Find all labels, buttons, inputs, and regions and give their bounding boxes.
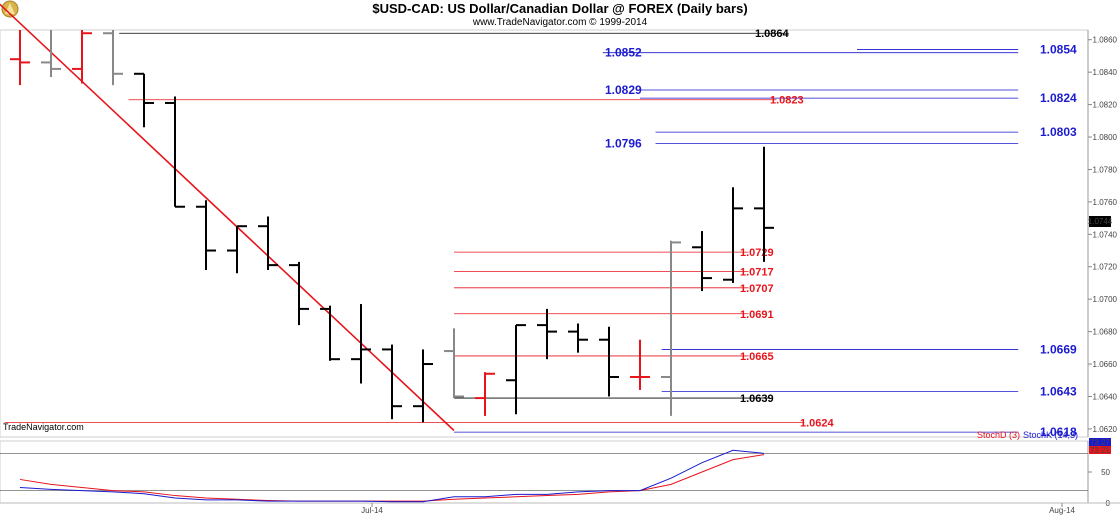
ohlc-bar bbox=[103, 30, 123, 86]
stochastic-layer: 500 bbox=[0, 449, 1111, 508]
ohlc-bar bbox=[258, 216, 278, 270]
stoch-k-line bbox=[19, 449, 765, 503]
ohlc-bar bbox=[413, 349, 433, 423]
level-label: 1.0624 bbox=[800, 417, 835, 429]
ohlc-bar bbox=[444, 328, 464, 399]
levels-layer: 1.0864 1.0854 1.0852 1.0829 1.0824 1.0823 1.08… bbox=[4, 28, 1077, 439]
ohlc-bar bbox=[630, 339, 650, 390]
ohlc-bar bbox=[72, 30, 92, 84]
price-tick-label: 1.0700 bbox=[1093, 295, 1118, 304]
ohlc-bar bbox=[320, 305, 340, 361]
trendline bbox=[0, 3, 455, 432]
price-tick-label: 1.0680 bbox=[1093, 328, 1118, 337]
last-price-label: 1.0744 bbox=[1088, 217, 1113, 226]
level-label: 1.0707 bbox=[740, 283, 774, 295]
time-tick-label: Jul-14 bbox=[361, 506, 383, 515]
ohlc-bar bbox=[134, 72, 154, 128]
stoch-d-label: StochD (3) bbox=[977, 430, 1020, 440]
stoch-k-value-badge bbox=[1089, 438, 1111, 446]
level-label: 1.0864 bbox=[755, 28, 790, 40]
level-label: 1.0669 bbox=[1040, 342, 1077, 356]
level-label: 1.0852 bbox=[605, 46, 642, 60]
level-label: 1.0729 bbox=[740, 247, 774, 259]
price-tick-label: 1.0640 bbox=[1093, 392, 1118, 401]
level-label: 1.0691 bbox=[740, 309, 774, 321]
ohlc-bar bbox=[227, 225, 247, 274]
level-label: 1.0796 bbox=[605, 137, 642, 151]
ohlc-bar bbox=[661, 240, 681, 416]
level-label: 1.0643 bbox=[1040, 385, 1077, 399]
ohlc-bar bbox=[165, 96, 185, 208]
level-label: 1.0717 bbox=[740, 267, 774, 279]
price-tick-label: 1.0720 bbox=[1093, 263, 1118, 272]
price-tick-label: 1.0660 bbox=[1093, 360, 1118, 369]
ohlc-bar bbox=[692, 231, 712, 292]
ohlc-bar bbox=[506, 324, 526, 415]
level-label: 1.0854 bbox=[1040, 42, 1077, 56]
price-tick-label: 1.0840 bbox=[1093, 68, 1118, 77]
trend-layer bbox=[0, 3, 455, 432]
stoch-d-value: 73.21 bbox=[1090, 446, 1111, 455]
ohlc-bar bbox=[475, 372, 495, 416]
stoch-k-value: 73.27 bbox=[1090, 438, 1111, 447]
level-label: 1.0829 bbox=[605, 83, 642, 97]
price-tick-label: 1.0620 bbox=[1093, 425, 1118, 434]
ohlc-bar bbox=[537, 308, 557, 360]
level-label: 1.0823 bbox=[770, 95, 804, 107]
price-tick-label: 1.0800 bbox=[1093, 133, 1118, 142]
level-label: 1.0618 bbox=[1040, 425, 1077, 439]
last-price-badge bbox=[1089, 216, 1111, 227]
level-label: 1.0665 bbox=[740, 351, 774, 363]
ohlc-bar bbox=[568, 323, 588, 353]
price-tick-label: 1.0740 bbox=[1093, 230, 1118, 239]
time-tick-label: Aug-14 bbox=[1049, 506, 1075, 515]
ohlc-bar bbox=[351, 304, 371, 384]
price-axis: 1.0860 1.0840 1.0820 1.0800 1.0780 1.0760 1.07… bbox=[1088, 36, 1118, 434]
price-tick-label: 1.0860 bbox=[1093, 36, 1118, 45]
level-label: 1.0639 bbox=[740, 393, 774, 405]
ohlc-bar bbox=[289, 261, 309, 326]
stoch-k-label: StochK (14,3) bbox=[1023, 430, 1078, 440]
price-tick-label: 1.0780 bbox=[1093, 165, 1118, 174]
price-tick-label: 1.0820 bbox=[1093, 101, 1118, 110]
ohlc-bar bbox=[382, 344, 402, 420]
chart-title: $USD-CAD: US Dollar/Canadian Dollar @ FO… bbox=[372, 1, 747, 16]
ohlc-bar bbox=[10, 30, 30, 86]
ohlc-bar bbox=[754, 146, 774, 262]
time-axis: Jul-14 Aug-14 bbox=[361, 503, 1075, 515]
level-label: 1.0824 bbox=[1040, 91, 1077, 105]
ohlc-bar bbox=[723, 187, 743, 283]
stoch-d-value-badge bbox=[1089, 446, 1111, 454]
bars-layer bbox=[10, 30, 774, 423]
ohlc-bar bbox=[41, 30, 61, 78]
chart-subtitle: www.TradeNavigator.com © 1999-2014 bbox=[472, 17, 648, 28]
level-label: 1.0803 bbox=[1040, 125, 1077, 139]
watermark: TradeNavigator.com bbox=[3, 422, 84, 432]
stoch-tick-label: 50 bbox=[1101, 468, 1110, 477]
ohlc-bar bbox=[196, 200, 216, 270]
price-tick-label: 1.0760 bbox=[1093, 198, 1118, 207]
ohlc-bar bbox=[599, 326, 619, 397]
